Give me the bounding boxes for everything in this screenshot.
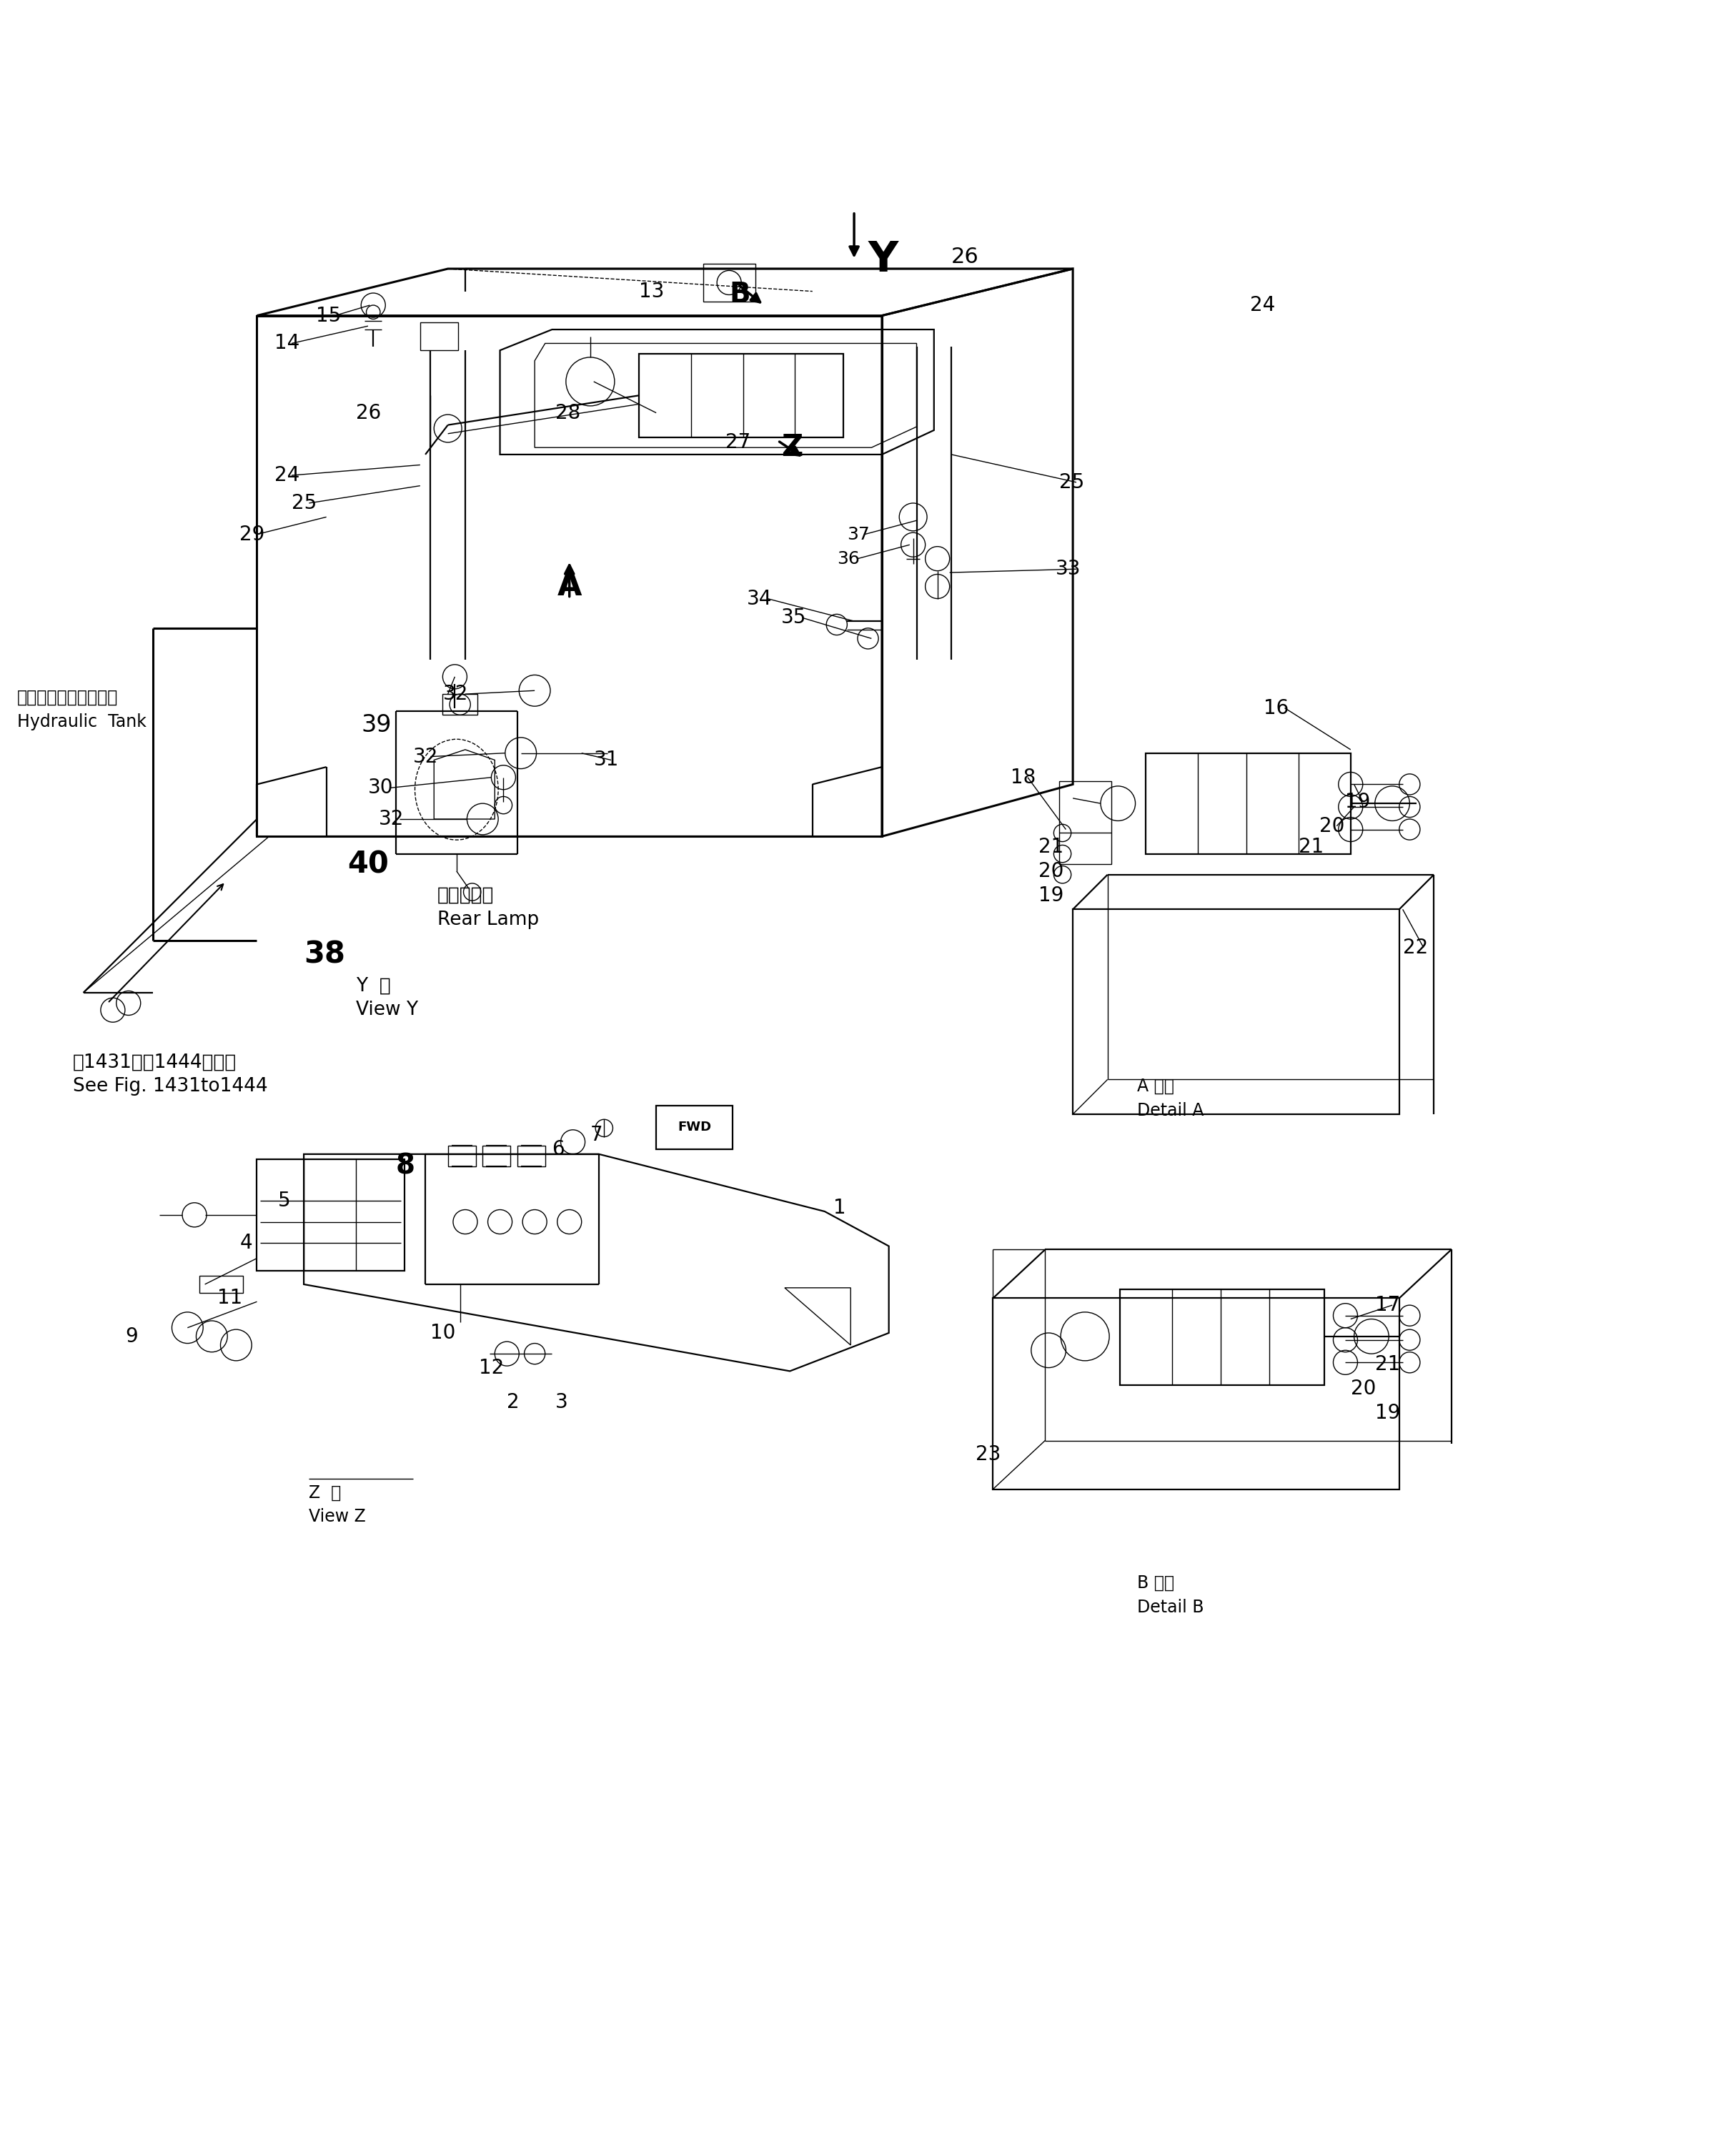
Text: 19: 19 bbox=[1375, 1403, 1401, 1422]
Text: Detail A: Detail A bbox=[1137, 1102, 1203, 1119]
Text: 20: 20 bbox=[1351, 1379, 1377, 1399]
Text: 24: 24 bbox=[274, 465, 300, 486]
Text: See Fig. 1431to1444: See Fig. 1431to1444 bbox=[73, 1078, 267, 1095]
Text: 24: 24 bbox=[1250, 295, 1276, 314]
Text: 3: 3 bbox=[556, 1392, 568, 1412]
Text: 29: 29 bbox=[240, 525, 266, 544]
Text: 18: 18 bbox=[1010, 768, 1036, 788]
Text: 9: 9 bbox=[125, 1326, 137, 1347]
Text: 19: 19 bbox=[1345, 792, 1371, 811]
Text: 39: 39 bbox=[361, 714, 391, 738]
Text: 11: 11 bbox=[217, 1289, 243, 1308]
Text: Rear Lamp: Rear Lamp bbox=[437, 910, 540, 930]
Text: 32: 32 bbox=[413, 747, 439, 766]
Text: 25: 25 bbox=[292, 493, 318, 512]
Text: 23: 23 bbox=[976, 1444, 1002, 1466]
Text: 25: 25 bbox=[1059, 471, 1085, 493]
Text: ハイドロリックタンク: ハイドロリックタンク bbox=[17, 689, 118, 706]
Bar bbox=[1073, 910, 1399, 1115]
Text: 36: 36 bbox=[837, 551, 859, 568]
Text: 32: 32 bbox=[378, 809, 404, 829]
Text: 28: 28 bbox=[556, 402, 582, 422]
Text: A: A bbox=[557, 570, 582, 603]
Text: 40: 40 bbox=[347, 850, 389, 880]
Bar bbox=[703, 263, 755, 301]
Bar bbox=[656, 1106, 733, 1149]
Bar bbox=[1059, 781, 1111, 865]
Text: 30: 30 bbox=[368, 777, 394, 798]
Text: 38: 38 bbox=[304, 940, 345, 971]
Text: 22: 22 bbox=[1403, 938, 1429, 958]
Bar bbox=[200, 1276, 243, 1293]
Text: Hydraulic  Tank: Hydraulic Tank bbox=[17, 712, 146, 730]
Text: 4: 4 bbox=[240, 1233, 252, 1252]
Text: 20: 20 bbox=[1038, 861, 1064, 880]
Text: FWD: FWD bbox=[677, 1121, 712, 1134]
Bar bbox=[517, 1145, 545, 1166]
Text: 27: 27 bbox=[726, 433, 752, 452]
Text: 35: 35 bbox=[781, 607, 807, 628]
Text: 10: 10 bbox=[431, 1323, 457, 1343]
Bar bbox=[420, 323, 458, 351]
Text: Detail B: Detail B bbox=[1137, 1599, 1203, 1616]
Text: 第1431から1444図参照: 第1431から1444図参照 bbox=[73, 1052, 236, 1072]
Text: B 詳細: B 詳細 bbox=[1137, 1575, 1174, 1592]
Text: View Y: View Y bbox=[356, 1001, 418, 1020]
Text: 26: 26 bbox=[356, 402, 382, 422]
Text: 2: 2 bbox=[507, 1392, 519, 1412]
Text: 8: 8 bbox=[396, 1153, 415, 1179]
Text: 17: 17 bbox=[1375, 1296, 1401, 1315]
Text: 37: 37 bbox=[847, 525, 870, 542]
Text: 1: 1 bbox=[833, 1199, 845, 1218]
Text: 34: 34 bbox=[746, 590, 773, 609]
Text: B: B bbox=[729, 282, 750, 308]
Text: 7: 7 bbox=[590, 1125, 602, 1145]
Bar bbox=[639, 353, 844, 437]
Text: 31: 31 bbox=[594, 751, 620, 770]
Text: リアランプ: リアランプ bbox=[437, 887, 495, 904]
Text: 13: 13 bbox=[639, 282, 665, 301]
Bar bbox=[257, 1160, 404, 1270]
Text: 20: 20 bbox=[1319, 816, 1345, 835]
Text: 16: 16 bbox=[1264, 697, 1290, 719]
Text: Y: Y bbox=[868, 239, 898, 280]
Bar bbox=[1120, 1289, 1325, 1386]
Text: 33: 33 bbox=[1055, 560, 1082, 579]
Text: Y  視: Y 視 bbox=[356, 977, 391, 994]
Text: 21: 21 bbox=[1299, 837, 1325, 856]
Text: Z  規: Z 規 bbox=[309, 1485, 342, 1502]
Text: 32: 32 bbox=[443, 684, 469, 704]
Bar bbox=[443, 695, 477, 714]
Text: 5: 5 bbox=[278, 1190, 290, 1212]
Text: Z: Z bbox=[781, 433, 802, 463]
Text: 21: 21 bbox=[1038, 837, 1064, 856]
Text: 14: 14 bbox=[274, 334, 300, 353]
Text: 15: 15 bbox=[316, 306, 342, 325]
Text: View Z: View Z bbox=[309, 1509, 366, 1526]
Text: 12: 12 bbox=[479, 1358, 505, 1377]
Text: 6: 6 bbox=[552, 1138, 564, 1160]
Bar bbox=[1146, 753, 1351, 854]
Text: 19: 19 bbox=[1038, 884, 1064, 906]
Text: 21: 21 bbox=[1375, 1354, 1401, 1375]
Text: A 詳細: A 詳細 bbox=[1137, 1078, 1174, 1095]
Text: 26: 26 bbox=[951, 245, 979, 267]
Bar bbox=[448, 1145, 476, 1166]
Bar bbox=[483, 1145, 510, 1166]
